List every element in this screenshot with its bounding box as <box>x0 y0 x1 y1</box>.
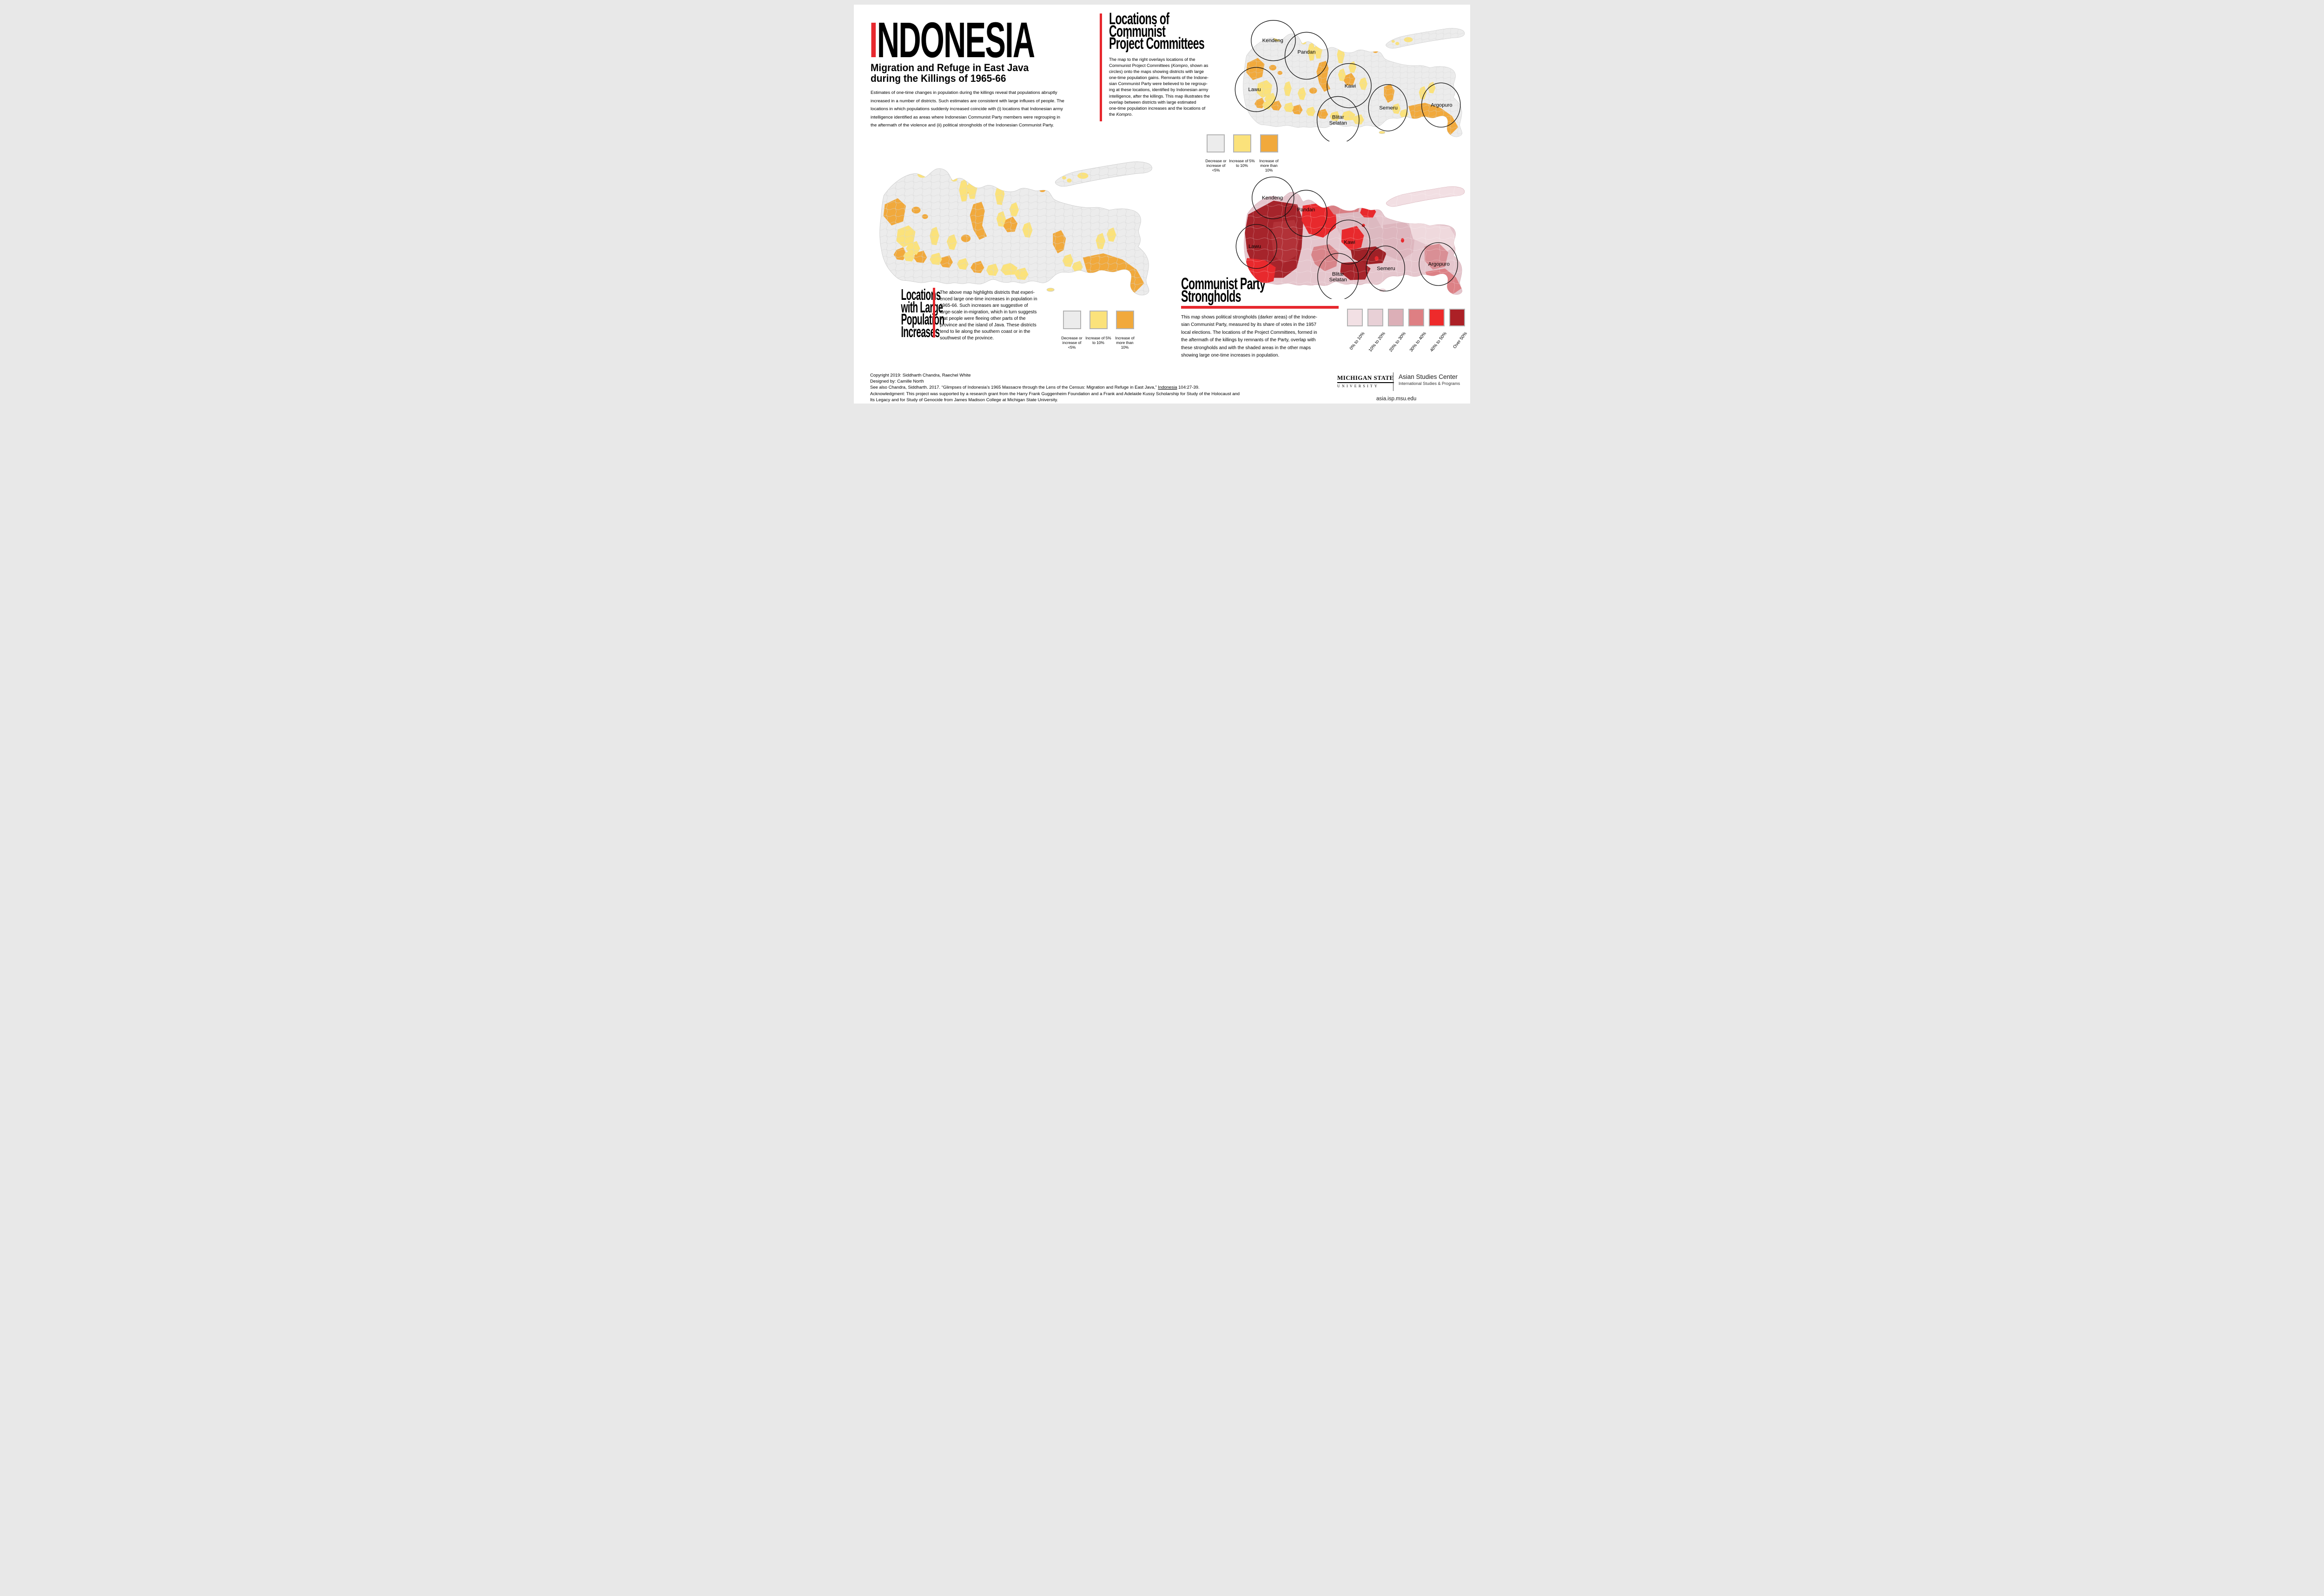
kompro-circle-kendeng <box>1252 176 1294 219</box>
kompro-circles <box>1235 20 1461 141</box>
kompro-label-lawu: Lawu <box>1248 87 1261 93</box>
credits-citation: See also Chandra, Siddharth. 2017. “Glim… <box>870 385 1200 391</box>
legend-label-gray: Decrease or increase of <5% <box>1061 336 1083 350</box>
website-url[interactable]: asia.isp.msu.edu <box>1376 396 1417 402</box>
legend-label-20-30: 20% to 30% <box>1388 331 1407 353</box>
kompro-label-pandan: Pandan <box>1297 207 1315 213</box>
kompro-circle-pandan <box>1284 32 1329 80</box>
credits-acknowledgment-1: Acknowledgment: This project was support… <box>870 391 1240 397</box>
kompro-label-pandan: Pandan <box>1297 50 1315 55</box>
legend-swatch-gray <box>1063 311 1081 329</box>
kompro-circle-kendeng <box>1251 20 1296 61</box>
intro-paragraph: Estimates of one-time changes in populat… <box>871 90 1064 128</box>
legend-label-0-10: 0% to 10% <box>1348 331 1366 351</box>
kompro-circles <box>1235 176 1458 299</box>
legend-swatch-10-20 <box>1367 309 1383 326</box>
committees-accent-bar <box>1100 13 1102 121</box>
strongholds-accent-bar <box>1181 306 1339 309</box>
kompro-label-kendeng: Kendeng <box>1262 195 1283 201</box>
kompro-circle-argopuro <box>1421 82 1461 128</box>
kompro-circle-lawu <box>1235 224 1277 269</box>
kompro-circle-lawu <box>1235 67 1278 112</box>
credits-designer: Designed by: Camille North <box>870 379 924 384</box>
legend-label-orange: Increase of more than 10% <box>1259 159 1279 173</box>
legend-label-30-40: 30% to 40% <box>1408 331 1427 353</box>
msu-wordmark: MICHIGAN STATE <box>1337 374 1394 383</box>
kompro-label-semeru: Semeru <box>1377 266 1395 272</box>
asian-studies-center-block: Asian Studies Center International Studi… <box>1399 373 1460 386</box>
legend-label-yellow: Increase of 5% to 10% <box>1085 336 1111 345</box>
legend-swatch-orange <box>1116 311 1134 329</box>
center-subtitle: International Studies & Programs <box>1399 381 1460 386</box>
population-map-with-kompro: Kendeng Pandan Lawu Kawi Blitar Selatan S… <box>1235 20 1465 141</box>
poster-subtitle: Migration and Refuge in East Java during… <box>871 62 1029 85</box>
msu-university: UNIVERSITY <box>1337 384 1379 388</box>
increases-accent-bar <box>933 288 935 338</box>
legend-swatch-over50 <box>1449 309 1465 326</box>
kompro-label-kawi: Kawi <box>1345 83 1356 89</box>
kompro-label-kawi: Kawi <box>1344 240 1355 245</box>
legend-label-yellow: Increase of 5% to 10% <box>1229 159 1255 168</box>
legend-swatch-yellow <box>1089 311 1108 329</box>
credits-acknowledgment-2: Its Legacy and for Study of Genocide fro… <box>870 397 1058 403</box>
legend-label-over50: Over 50% <box>1452 331 1468 350</box>
poster-title: INDONESIA <box>869 12 1136 68</box>
poster: INDONESIA Migration and Refuge in East J… <box>854 5 1470 404</box>
kompro-circle-blitar-selatan <box>1316 96 1360 141</box>
kompro-circle-pandan <box>1285 190 1327 237</box>
kompro-circle-kawi <box>1327 63 1372 108</box>
kompro-circle-argopuro <box>1419 242 1458 286</box>
kompro-circle-blitar-selatan <box>1317 253 1359 299</box>
kompro-label-blitar-selatan: Blitar Selatan <box>1329 272 1347 283</box>
center-name: Asian Studies Center <box>1399 373 1458 380</box>
committees-paragraph: The map to the right overlays locations … <box>1109 57 1210 117</box>
kompro-label-lawu: Lawu <box>1248 244 1261 250</box>
legend-label-gray: Decrease or increase of <5% <box>1205 159 1227 173</box>
kompro-label-kendeng: Kendeng <box>1262 38 1283 44</box>
kompro-label-semeru: Semeru <box>1379 105 1398 111</box>
legend-label-10-20: 10% to 20% <box>1367 331 1386 353</box>
strongholds-paragraph: This map shows political strongholds (da… <box>1181 315 1317 358</box>
legend-swatch-30-40 <box>1408 309 1424 326</box>
legend-swatch-0-10 <box>1347 309 1363 326</box>
kompro-circle-semeru <box>1366 245 1405 291</box>
legend-swatch-yellow <box>1233 134 1251 152</box>
credits-copyright: Copyright 2019: Siddharth Chandra, Raech… <box>870 373 971 378</box>
legend-swatch-20-30 <box>1388 309 1404 326</box>
strongholds-heading: Communist Party Strongholds <box>1181 275 1266 305</box>
increases-heading: Locations with Large Population Increase… <box>901 286 945 340</box>
kompro-circle-kawi <box>1327 219 1371 265</box>
strongholds-map: Kendeng Pandan Lawu Kawi Blitar Selatan S… <box>1235 176 1465 299</box>
legend-swatch-gray <box>1207 134 1225 152</box>
msu-logo: MICHIGAN STATE UNIVERSITY <box>1337 374 1394 388</box>
kompro-circle-semeru <box>1368 84 1408 132</box>
kompro-label-blitar-selatan: Blitar Selatan <box>1329 115 1347 126</box>
credits-block: Copyright 2019: Siddharth Chandra, Raech… <box>870 372 1279 403</box>
title-text: INDONESIA <box>869 12 1035 68</box>
legend-swatch-orange <box>1260 134 1278 152</box>
population-map-large <box>879 161 1152 296</box>
legend-label-orange: Increase of more than 10% <box>1115 336 1135 350</box>
legend-swatch-40-50 <box>1429 309 1445 326</box>
increases-paragraph: The above map highlights districts that … <box>940 290 1037 341</box>
legend-label-40-50: 40% to 50% <box>1429 331 1448 353</box>
committees-heading: Locations of Communist Project Committee… <box>1109 10 1205 53</box>
kompro-label-argopuro: Argopuro <box>1431 102 1452 108</box>
kompro-label-argopuro: Argopuro <box>1428 262 1450 267</box>
